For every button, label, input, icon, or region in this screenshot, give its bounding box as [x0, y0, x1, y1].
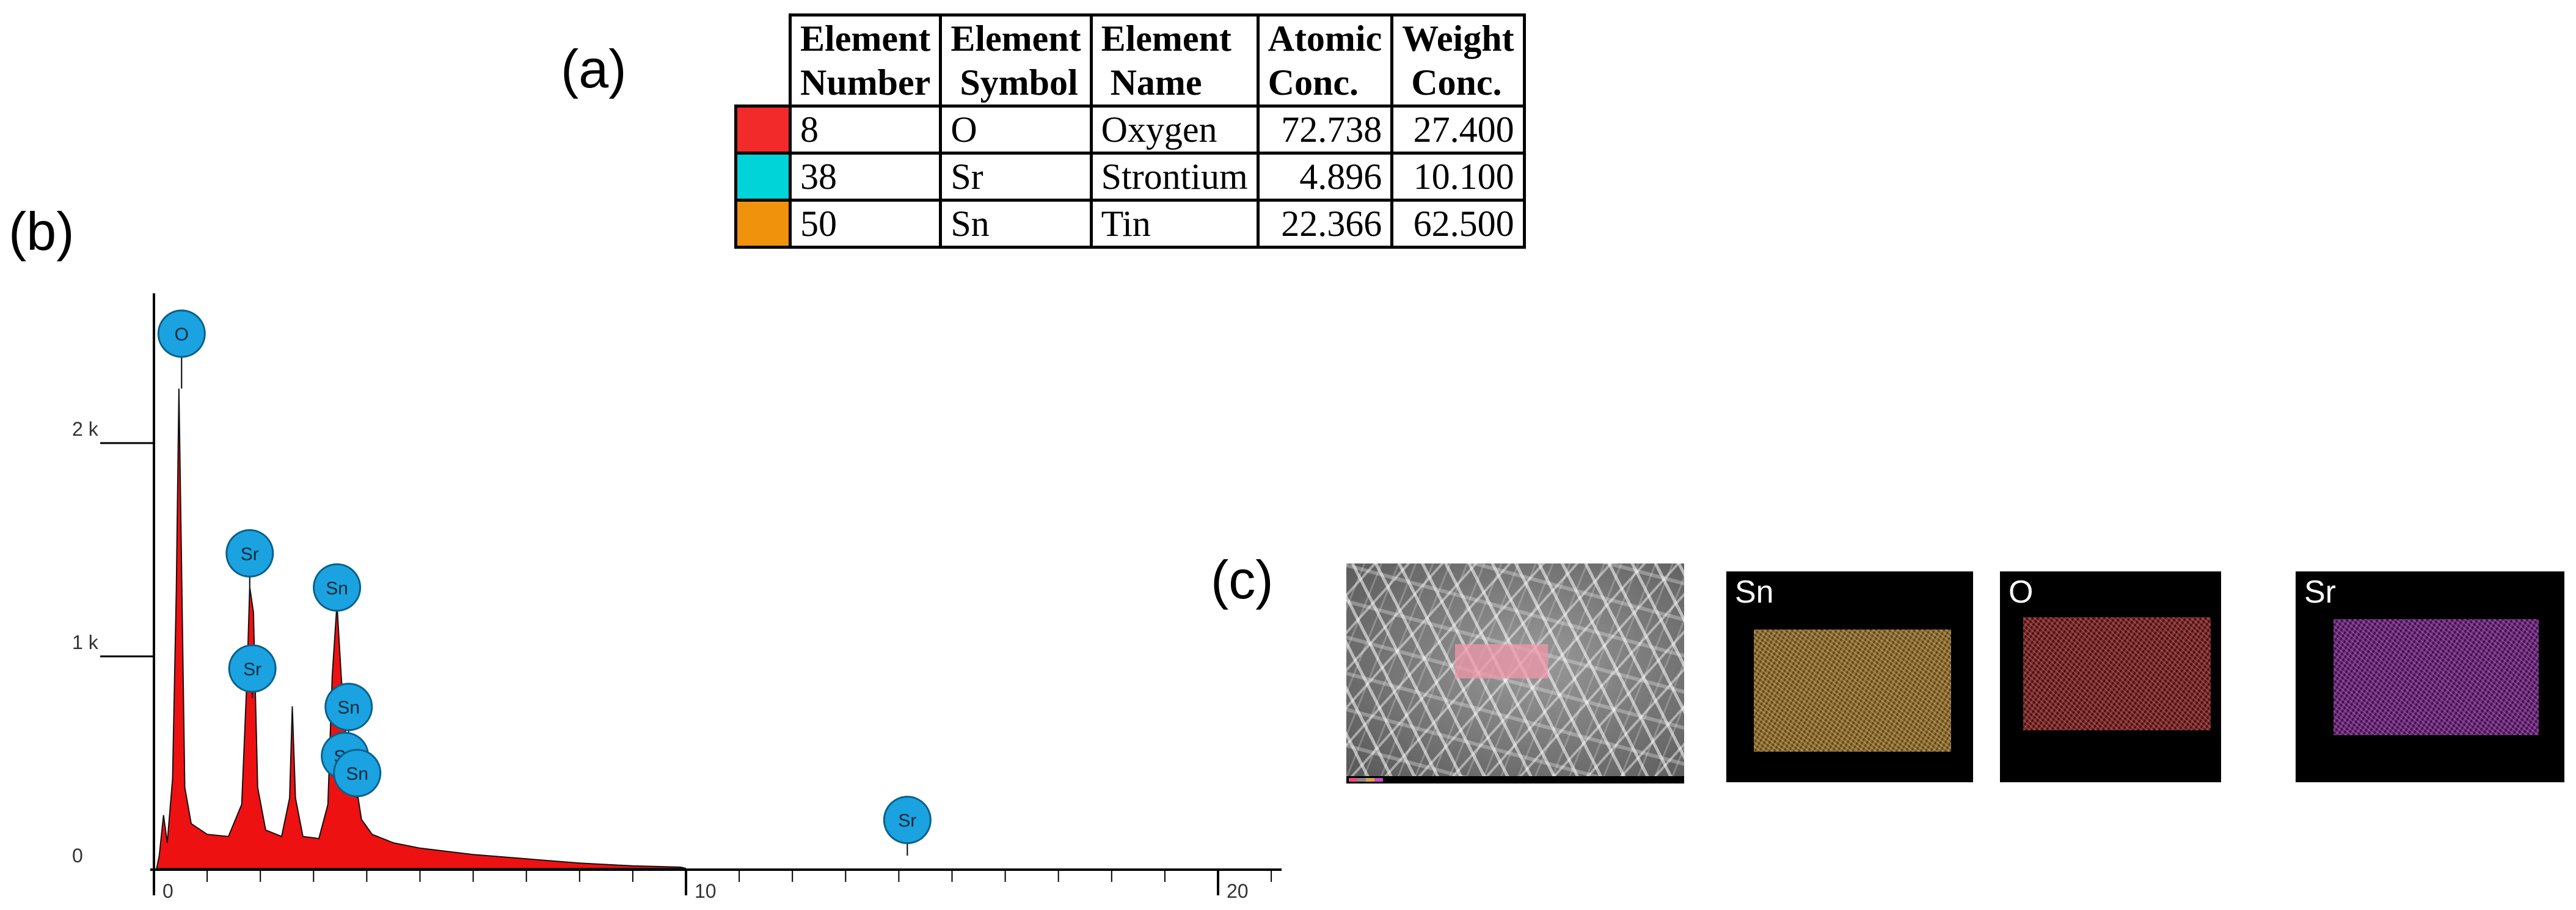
- header-line: Conc.: [1411, 62, 1502, 103]
- color-swatch-tin: [734, 199, 792, 249]
- peak-label: Sr: [241, 544, 259, 564]
- cell-weight: 10.100: [1390, 152, 1526, 202]
- peak-marker-o: [157, 309, 206, 358]
- sr-map-signal: [2333, 619, 2539, 735]
- peak-label: O: [175, 325, 189, 345]
- sn-map-title: Sn: [1735, 574, 1774, 610]
- header-element-name: Element Name: [1089, 13, 1260, 108]
- color-indicator-dots: [1349, 778, 1383, 782]
- table-header-row: Element Number Element Symbol Element Nam…: [736, 13, 1526, 108]
- cell-name: Tin: [1089, 199, 1260, 249]
- header-line: Weight: [1402, 18, 1514, 59]
- x-tick-label: 10: [695, 880, 717, 902]
- header-line: Symbol: [960, 62, 1078, 103]
- header-line: Name: [1110, 62, 1202, 103]
- header-element-symbol: Element Symbol: [939, 13, 1093, 108]
- sn-map-signal: [1754, 629, 1951, 752]
- peak-label: Sr: [243, 659, 261, 680]
- peak-marker-sr: [228, 644, 277, 693]
- header-line: Element: [800, 18, 931, 59]
- cell-symbol: O: [939, 105, 1093, 155]
- header-line: Element: [950, 18, 1081, 59]
- peak-label: Sn: [346, 764, 368, 784]
- peak-label: Sr: [898, 811, 916, 831]
- panel-label-c: (c): [1211, 549, 1274, 610]
- sem-micrograph: [1346, 563, 1684, 783]
- peak-label: Sn: [326, 578, 348, 598]
- cell-atomic: 22.366: [1256, 199, 1394, 249]
- peak-marker-sn: [324, 683, 373, 732]
- cell-number: 8: [788, 105, 943, 155]
- o-map-signal: [2023, 617, 2211, 730]
- cell-atomic: 72.738: [1256, 105, 1394, 155]
- header-line: Conc.: [1268, 62, 1359, 103]
- o-map-title: O: [2009, 574, 2034, 610]
- sr-map-title: Sr: [2304, 574, 2336, 610]
- cell-symbol: Sr: [939, 152, 1093, 202]
- peak-marker-sn: [333, 749, 382, 798]
- color-swatch-oxygen: [734, 105, 792, 155]
- x-tick-label: 20: [1227, 880, 1249, 902]
- header-line: Atomic: [1268, 18, 1382, 59]
- panel-label-a: (a): [561, 39, 627, 99]
- y-tick-label: 1 k: [72, 631, 99, 653]
- y-tick-label: 0: [72, 845, 83, 867]
- o-element-map: O: [2000, 571, 2221, 782]
- cell-atomic: 4.896: [1256, 152, 1394, 202]
- peak-label: Sn: [337, 698, 360, 718]
- peak-marker-sr: [225, 529, 274, 578]
- cell-name: Oxygen: [1089, 105, 1260, 155]
- sn-element-map: Sn: [1726, 571, 1973, 782]
- panel-label-b: (b): [9, 201, 75, 262]
- sr-element-map: Sr: [2296, 571, 2564, 782]
- element-concentration-table: Element Number Element Symbol Element Nam…: [734, 13, 1526, 249]
- peak-marker-sr: [883, 796, 932, 845]
- cell-number: 50: [788, 199, 943, 249]
- cell-name: Strontium: [1089, 152, 1260, 202]
- peak-marker-sn: [313, 563, 362, 612]
- cell-weight: 62.500: [1390, 199, 1526, 249]
- selected-region: [1455, 644, 1548, 678]
- table-row-strontium: 38 Sr Strontium 4.896 10.100: [734, 152, 1526, 202]
- table-row-oxygen: 8 O Oxygen 72.738 27.400: [734, 105, 1526, 155]
- header-line: Element: [1101, 18, 1231, 59]
- header-line: Number: [800, 62, 931, 103]
- sem-info-bar: [1346, 776, 1684, 783]
- color-swatch-strontium: [734, 152, 792, 202]
- header-atomic-conc: Atomic Conc.: [1256, 13, 1394, 108]
- cell-number: 38: [788, 152, 943, 202]
- table-row-tin: 50 Sn Tin 22.366 62.500: [734, 199, 1526, 249]
- header-weight-conc: Weight Conc.: [1390, 13, 1526, 108]
- spectrum-area: [156, 388, 687, 869]
- x-tick-label: 0: [162, 880, 173, 902]
- cell-symbol: Sn: [939, 199, 1093, 249]
- cell-weight: 27.400: [1390, 105, 1526, 155]
- y-tick-label: 2 k: [72, 418, 99, 440]
- header-element-number: Element Number: [788, 13, 943, 108]
